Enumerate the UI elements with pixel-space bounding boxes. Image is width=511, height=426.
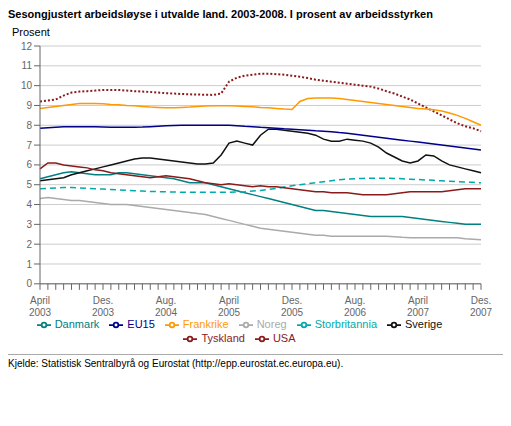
svg-text:Aug.2006: Aug.2006 (344, 295, 367, 318)
svg-text:0: 0 (26, 278, 32, 289)
svg-text:4: 4 (26, 199, 32, 210)
html-text:Noreg: Noreg (256, 317, 287, 330)
svg-text:Des.2003: Des.2003 (92, 295, 115, 318)
html-text:Sesongjustert arbeidsløyse i u: Sesongjustert arbeidsløyse i utvalde lan… (8, 8, 433, 20)
svg-text:April2003: April2003 (29, 295, 52, 318)
svg-text:12: 12 (21, 41, 33, 52)
html-text:Danmark: Danmark (54, 317, 100, 330)
html-text:Prosent: Prosent (12, 26, 50, 38)
svg-text:Des.2007: Des.2007 (470, 295, 493, 318)
svg-text:6: 6 (26, 159, 32, 170)
html-text:Tyskland: Tyskland (201, 331, 245, 344)
svg-text:7: 7 (26, 140, 32, 151)
html-text:USA: USA (272, 331, 296, 344)
html-text:Frankrike: Frankrike (182, 317, 229, 330)
svg-text:10: 10 (21, 80, 33, 91)
html-text:Sverige: Sverige (405, 317, 443, 330)
svg-text:3: 3 (26, 219, 32, 230)
svg-text:2: 2 (26, 239, 32, 250)
svg-text:8: 8 (26, 120, 32, 131)
html-text:Storbritannia: Storbritannia (314, 317, 377, 330)
svg-text:9: 9 (26, 100, 32, 111)
html-text:EU15: EU15 (127, 317, 155, 330)
svg-text:5: 5 (26, 179, 32, 190)
html-text:Kjelde: Statistisk Sentralbyrå: Kjelde: Statistisk Sentralbyrå og Eurost… (8, 358, 344, 369)
svg-text:Aug.2004: Aug.2004 (155, 295, 178, 318)
svg-text:Des.2005: Des.2005 (281, 295, 304, 318)
svg-text:April2005: April2005 (218, 295, 241, 318)
svg-text:11: 11 (22, 60, 33, 71)
svg-text:April2007: April2007 (407, 295, 430, 318)
svg-text:1: 1 (26, 259, 32, 270)
